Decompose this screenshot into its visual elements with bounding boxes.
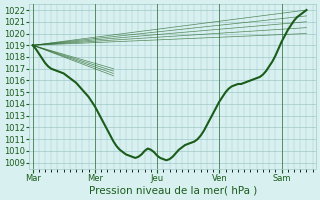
X-axis label: Pression niveau de la mer( hPa ): Pression niveau de la mer( hPa ) <box>89 186 257 196</box>
